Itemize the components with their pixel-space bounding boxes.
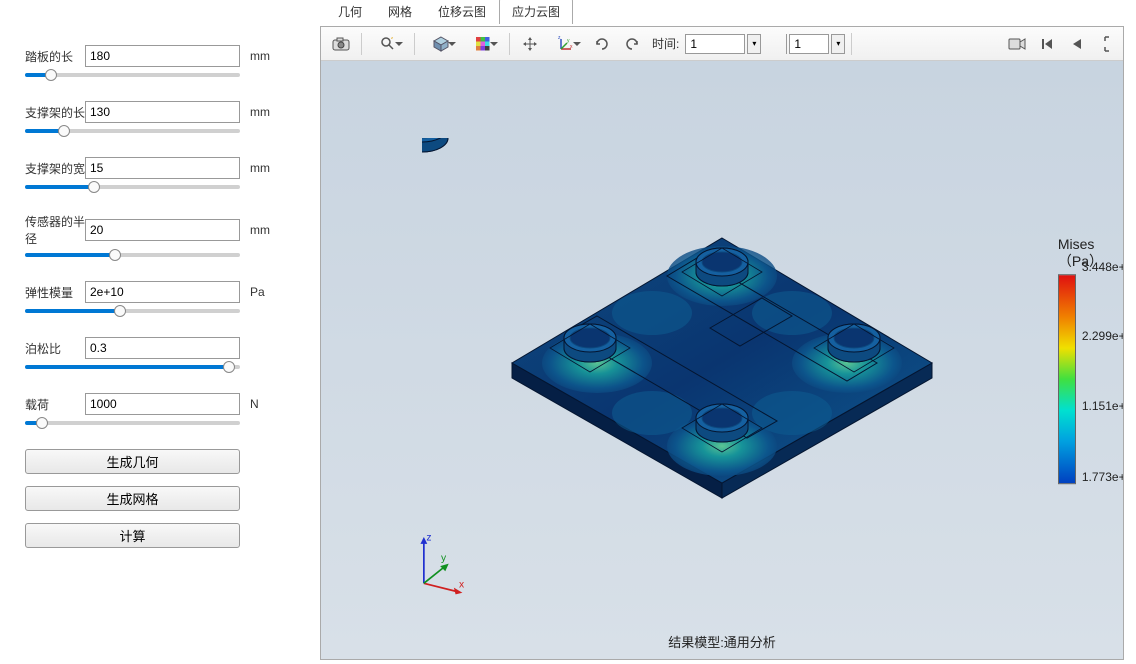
skip-start-icon[interactable]	[1033, 31, 1061, 57]
action-button[interactable]: 生成网格	[25, 486, 240, 511]
rotate-ccw-icon[interactable]	[588, 31, 616, 57]
legend-bar	[1058, 274, 1076, 484]
sidebar: 踏板的长 mm 支撑架的长 mm 支撑架的宽 mm 传感器的半径 mm 弹性模量 Pa 泊松比载荷 N…	[0, 0, 300, 664]
param-unit: Pa	[250, 285, 265, 299]
param-input[interactable]	[85, 219, 240, 241]
main-area: 几何网格位移云图应力云图	[300, 0, 1136, 664]
viewport[interactable]: z x y Mises （Pa） 3.448e+062.299e+061.151…	[321, 61, 1123, 659]
rotate-cw-icon[interactable]	[618, 31, 646, 57]
viewer: zxy 时间: ▾ ▾	[320, 26, 1124, 660]
step-separator	[773, 34, 787, 54]
param-input[interactable]	[85, 337, 240, 359]
zoom-icon[interactable]	[368, 31, 408, 57]
video-icon[interactable]	[1003, 31, 1031, 57]
xyz-axis-icon[interactable]: zxy	[546, 31, 586, 57]
time-dropdown[interactable]: ▾	[747, 34, 761, 54]
legend-title: Mises	[1058, 236, 1095, 252]
svg-text:x: x	[570, 44, 573, 50]
param-label: 弹性模量	[25, 284, 85, 301]
param-slider[interactable]	[25, 129, 240, 133]
param-label: 传感器的半径	[25, 213, 85, 247]
time-input[interactable]	[685, 34, 745, 54]
param-input[interactable]	[85, 45, 240, 67]
tabs: 几何网格位移云图应力云图	[300, 0, 1136, 24]
axis-triad: z x y	[411, 529, 471, 599]
param-label: 载荷	[25, 396, 85, 413]
move-icon[interactable]	[516, 31, 544, 57]
action-button[interactable]: 计算	[25, 523, 240, 548]
step-input[interactable]	[789, 34, 829, 54]
step-dropdown[interactable]: ▾	[831, 34, 845, 54]
tab[interactable]: 位移云图	[425, 0, 499, 24]
camera-icon[interactable]	[327, 31, 355, 57]
svg-text:x: x	[459, 580, 465, 591]
param-input[interactable]	[85, 101, 240, 123]
param-input[interactable]	[85, 393, 240, 415]
param-unit: N	[250, 397, 259, 411]
play-back-icon[interactable]	[1063, 31, 1091, 57]
param-slider[interactable]	[25, 185, 240, 189]
tab[interactable]: 几何	[325, 0, 375, 24]
display-mode-icon[interactable]	[421, 31, 461, 57]
param-unit: mm	[250, 49, 270, 63]
toolbar: zxy 时间: ▾ ▾	[321, 27, 1123, 61]
tab[interactable]: 应力云图	[499, 0, 573, 24]
legend-value: 1.151e+06	[1082, 399, 1123, 413]
svg-text:y: y	[441, 553, 447, 564]
param-input[interactable]	[85, 157, 240, 179]
param-label: 支撑架的长	[25, 104, 85, 121]
param-slider[interactable]	[25, 309, 240, 313]
svg-text:z: z	[426, 532, 431, 543]
stress-model	[422, 138, 1022, 558]
tab[interactable]: 网格	[375, 0, 425, 24]
param-unit: mm	[250, 105, 270, 119]
fullscreen-icon[interactable]	[1103, 31, 1117, 57]
color-legend: Mises （Pa） 3.448e+062.299e+061.151e+061.…	[1058, 236, 1103, 484]
legend-value: 3.448e+06	[1082, 260, 1123, 274]
param-input[interactable]	[85, 281, 240, 303]
legend-value: 1.773e+03	[1082, 470, 1123, 484]
color-cube-icon[interactable]	[463, 31, 503, 57]
param-unit: mm	[250, 161, 270, 175]
param-label: 泊松比	[25, 340, 85, 357]
param-label: 支撑架的宽	[25, 160, 85, 177]
param-slider[interactable]	[25, 365, 240, 369]
param-slider[interactable]	[25, 73, 240, 77]
legend-value: 2.299e+06	[1082, 330, 1123, 344]
time-label: 时间:	[652, 35, 679, 52]
model-caption: 结果模型:通用分析	[668, 632, 776, 651]
param-unit: mm	[250, 223, 270, 237]
param-slider[interactable]	[25, 253, 240, 257]
action-button[interactable]: 生成几何	[25, 449, 240, 474]
param-label: 踏板的长	[25, 48, 85, 65]
param-slider[interactable]	[25, 421, 240, 425]
